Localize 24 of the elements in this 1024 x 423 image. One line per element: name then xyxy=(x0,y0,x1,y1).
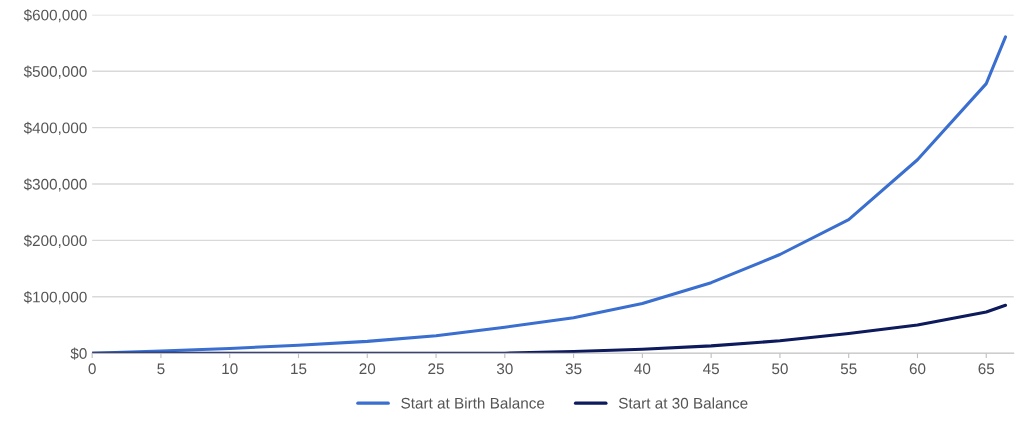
y-tick-label: $500,000 xyxy=(23,65,87,79)
x-tick-label: 35 xyxy=(565,363,582,375)
legend-label: Start at 30 Balance xyxy=(618,397,748,409)
x-tick-label: 30 xyxy=(496,363,513,375)
x-tick-label: 50 xyxy=(772,363,788,375)
y-tick-label: $300,000 xyxy=(23,178,87,192)
x-tick-label: 15 xyxy=(291,363,307,375)
x-tick-label: 60 xyxy=(909,363,926,375)
x-tick-label: 20 xyxy=(359,363,376,375)
y-tick-label: $400,000 xyxy=(23,121,87,136)
y-tick-label: $0 xyxy=(70,347,87,360)
x-tick-label: 5 xyxy=(157,363,165,375)
y-tick-label: $100,000 xyxy=(23,291,87,305)
legend-label: Start at Birth Balance xyxy=(401,397,545,409)
x-tick-label: 25 xyxy=(428,363,444,375)
line-series xyxy=(92,303,1008,354)
y-tick-label: $200,000 xyxy=(23,234,87,248)
x-tick-label: 45 xyxy=(703,363,719,375)
x-tick-label: 10 xyxy=(222,363,238,375)
x-tick-label: 65 xyxy=(978,363,995,375)
x-tick-label: 55 xyxy=(840,363,857,375)
x-tick-label: 40 xyxy=(634,363,651,375)
y-tick-label: $600,000 xyxy=(23,9,87,23)
x-tick-label: 0 xyxy=(88,363,96,375)
